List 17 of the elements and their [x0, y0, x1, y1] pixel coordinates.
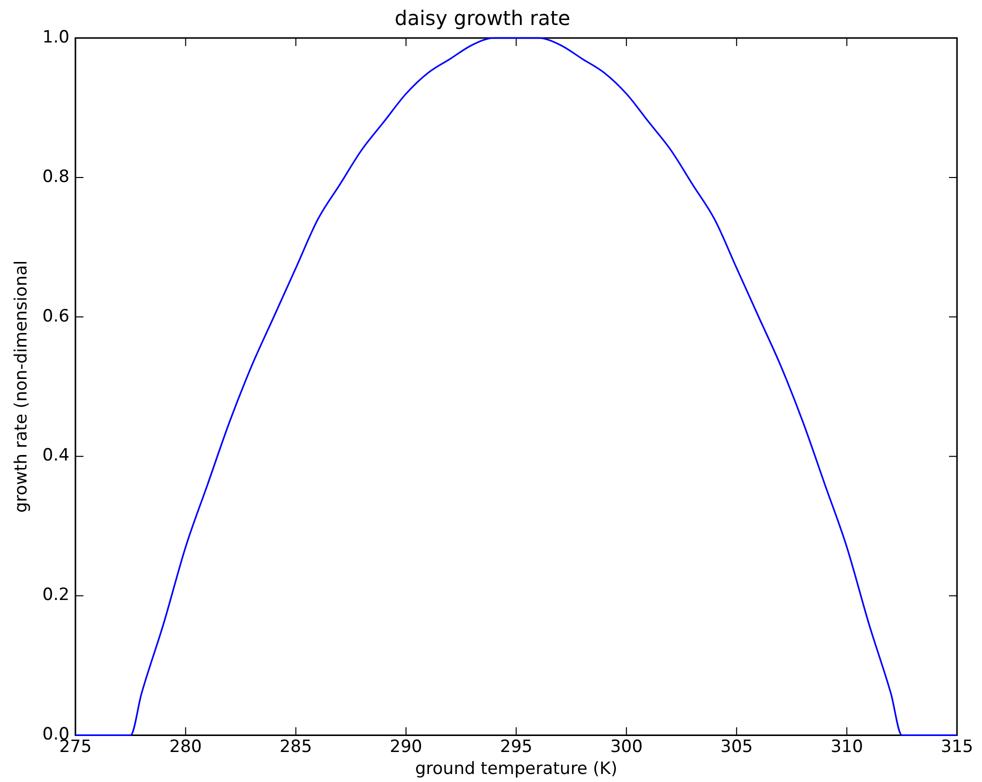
x-tick-label: 310 [830, 736, 864, 757]
x-tick-label: 305 [720, 736, 753, 757]
x-tick-label: 300 [610, 736, 643, 757]
x-tick-label: 295 [500, 736, 532, 757]
y-axis-title: growth rate (non-dimensional [12, 260, 32, 513]
line-series [74, 37, 958, 736]
y-tick-label: 0.6 [42, 306, 70, 326]
y-tick-label: 1.0 [42, 27, 70, 48]
x-axis-title: ground temperature (K) [415, 759, 618, 780]
x-tick-label: 315 [940, 736, 974, 757]
y-tick-label: 0.2 [42, 585, 70, 606]
x-tick-label: 290 [390, 736, 422, 757]
x-tick-label: 285 [280, 736, 312, 757]
y-tick-label: 0.8 [42, 166, 70, 187]
y-tick-label: 0.4 [42, 446, 70, 466]
chart-title: daisy growth rate [394, 6, 570, 30]
x-tick-label: 280 [169, 736, 202, 757]
